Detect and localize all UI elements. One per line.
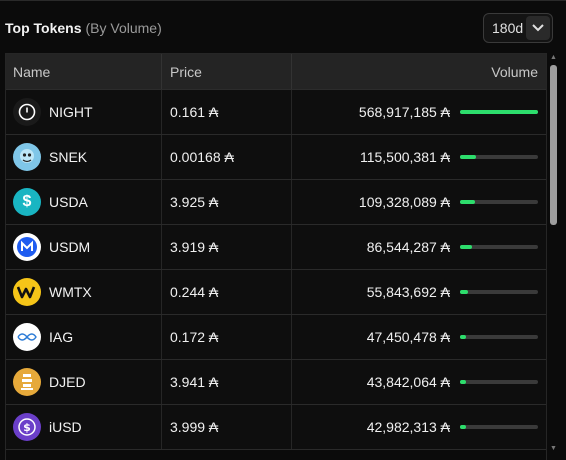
volume-bar-fill — [460, 155, 476, 159]
token-price: 3.925 ₳ — [161, 180, 291, 224]
table-row[interactable]: $ USDA 3.925 ₳ 109,328,089 ₳ — [6, 180, 546, 225]
scroll-down-icon[interactable]: ▼ — [550, 445, 557, 452]
volume-bar — [460, 380, 538, 384]
time-range-select[interactable]: 180d — [483, 13, 553, 43]
token-symbol: DJED — [49, 374, 86, 390]
token-volume: 115,500,381 ₳ — [359, 149, 450, 165]
token-volume-cell: 47,450,478 ₳ — [291, 315, 546, 359]
token-volume-cell: 55,843,692 ₳ — [291, 270, 546, 314]
table-row[interactable]: $ iUSD 3.999 ₳ 42,982,313 ₳ — [6, 405, 546, 450]
token-name-cell: USDM — [6, 225, 161, 269]
chevron-down-icon[interactable] — [526, 16, 550, 40]
token-name-cell: DJED — [6, 360, 161, 404]
token-symbol: IAG — [49, 329, 74, 345]
token-symbol: SNEK — [49, 149, 88, 165]
usda-icon: $ — [13, 188, 41, 216]
title-text: Top Tokens — [5, 20, 82, 36]
token-volume: 42,982,313 ₳ — [366, 419, 450, 435]
column-header-price[interactable]: Price — [161, 54, 291, 89]
table-row[interactable]: USDM 3.919 ₳ 86,544,287 ₳ — [6, 225, 546, 270]
token-symbol: WMTX — [49, 284, 92, 300]
table-body: NIGHT 0.161 ₳ 568,917,185 ₳ SNEK 0.00168… — [6, 90, 546, 450]
token-name-cell: $ iUSD — [6, 405, 161, 449]
table-row[interactable]: SNEK 0.00168 ₳ 115,500,381 ₳ — [6, 135, 546, 180]
volume-bar-fill — [460, 200, 475, 204]
usdm-icon — [13, 233, 41, 261]
token-name-cell: SNEK — [6, 135, 161, 179]
table-header: Name Price Volume — [6, 54, 546, 90]
volume-bar — [460, 200, 538, 204]
token-name-cell: NIGHT — [6, 90, 161, 134]
iag-icon — [13, 323, 41, 351]
volume-bar-fill — [460, 290, 468, 294]
token-volume-cell: 86,544,287 ₳ — [291, 225, 546, 269]
panel-header: Top Tokens (By Volume) 180d — [5, 1, 561, 53]
volume-bar-fill — [460, 425, 466, 429]
djed-icon — [13, 368, 41, 396]
token-symbol: iUSD — [49, 419, 82, 435]
snek-icon — [13, 143, 41, 171]
panel-title: Top Tokens (By Volume) — [5, 20, 162, 36]
tokens-table: Name Price Volume NIGHT 0.161 ₳ 568,917,… — [5, 53, 547, 460]
table-scrollbar[interactable]: ▲ ▼ — [549, 53, 558, 453]
token-name-cell: IAG — [6, 315, 161, 359]
token-name-cell: WMTX — [6, 270, 161, 314]
scrollbar-thumb[interactable] — [550, 65, 557, 225]
volume-bar — [460, 245, 538, 249]
volume-bar — [460, 155, 538, 159]
volume-bar — [460, 110, 538, 114]
svg-text:$: $ — [23, 421, 31, 434]
volume-bar — [460, 335, 538, 339]
volume-bar-fill — [460, 380, 466, 384]
token-volume: 86,544,287 ₳ — [366, 239, 450, 255]
token-price: 3.999 ₳ — [161, 405, 291, 449]
token-price: 0.172 ₳ — [161, 315, 291, 359]
time-range-value: 180d — [492, 20, 524, 36]
table-row[interactable]: NIGHT 0.161 ₳ 568,917,185 ₳ — [6, 90, 546, 135]
token-volume: 55,843,692 ₳ — [366, 284, 450, 300]
token-volume-cell: 109,328,089 ₳ — [291, 180, 546, 224]
column-header-name[interactable]: Name — [13, 63, 51, 80]
token-price: 3.919 ₳ — [161, 225, 291, 269]
token-volume: 109,328,089 ₳ — [358, 194, 450, 210]
wmtx-icon — [13, 278, 41, 306]
token-volume-cell: 43,842,064 ₳ — [291, 360, 546, 404]
token-price: 0.00168 ₳ — [161, 135, 291, 179]
volume-bar-fill — [460, 245, 472, 249]
volume-bar — [460, 290, 538, 294]
volume-bar — [460, 425, 538, 429]
iusd-icon: $ — [13, 413, 41, 441]
token-symbol: USDA — [49, 194, 88, 210]
token-name-cell: $ USDA — [6, 180, 161, 224]
token-volume: 568,917,185 ₳ — [358, 104, 450, 120]
volume-bar-fill — [460, 335, 466, 339]
token-volume: 47,450,478 ₳ — [366, 329, 450, 345]
token-volume-cell: 115,500,381 ₳ — [291, 135, 546, 179]
title-subtitle: (By Volume) — [85, 20, 162, 36]
column-header-volume[interactable]: Volume — [291, 54, 546, 89]
token-symbol: NIGHT — [49, 104, 93, 120]
token-price: 3.941 ₳ — [161, 360, 291, 404]
token-volume: 43,842,064 ₳ — [366, 374, 450, 390]
volume-bar-fill — [460, 110, 538, 114]
table-row[interactable]: DJED 3.941 ₳ 43,842,064 ₳ — [6, 360, 546, 405]
table-row[interactable]: IAG 0.172 ₳ 47,450,478 ₳ — [6, 315, 546, 360]
token-price: 0.244 ₳ — [161, 270, 291, 314]
table-row[interactable]: WMTX 0.244 ₳ 55,843,692 ₳ — [6, 270, 546, 315]
token-volume-cell: 42,982,313 ₳ — [291, 405, 546, 449]
token-price: 0.161 ₳ — [161, 90, 291, 134]
token-volume-cell: 568,917,185 ₳ — [291, 90, 546, 134]
token-symbol: USDM — [49, 239, 91, 255]
night-icon — [13, 98, 41, 126]
scroll-up-icon[interactable]: ▲ — [550, 54, 557, 61]
